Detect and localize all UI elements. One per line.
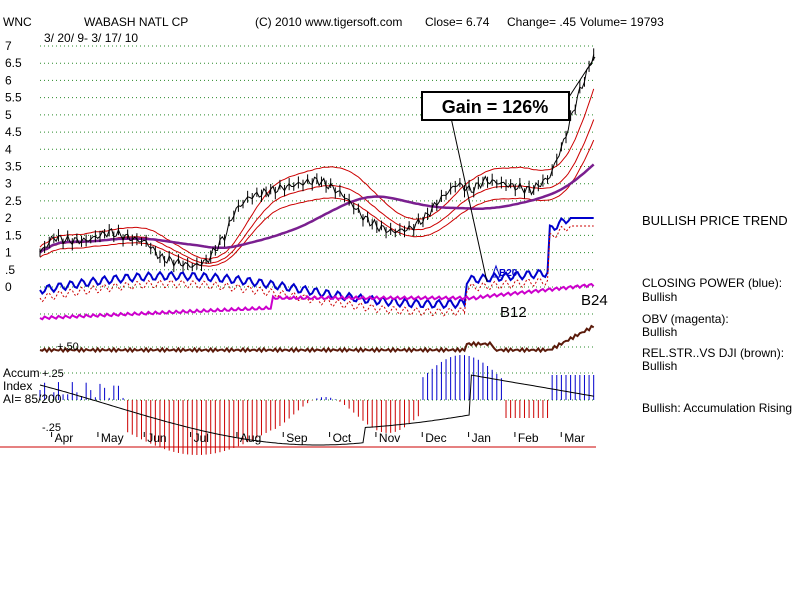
y-tick-label: .5: [5, 263, 15, 277]
y-tick-label: 1: [5, 246, 12, 260]
relative-strength-line: [39, 324, 595, 354]
accum-minus25-label: -.25: [42, 422, 61, 434]
gain-connector-right: [568, 56, 596, 98]
change-value: Change= .45: [507, 15, 577, 29]
month-label: Nov: [379, 431, 400, 445]
copyright-text: (C) 2010 www.tigersoft.com: [255, 15, 403, 29]
accum-title: Accum: [3, 366, 40, 380]
relstr-title: REL.STR..VS DJI (brown):: [642, 346, 785, 360]
volume-value: Volume= 19793: [580, 15, 664, 29]
ticker-symbol: WNC: [3, 15, 32, 29]
y-tick-label: 5.5: [5, 91, 22, 105]
y-tick-label: 1.5: [5, 228, 22, 242]
month-label: May: [101, 431, 124, 445]
y-tick-label: 2: [5, 211, 12, 225]
accum-ai-label: AI= 85/200: [3, 392, 62, 406]
month-label: Jan: [472, 431, 491, 445]
relstr-plus50-label: +.50: [57, 341, 79, 353]
y-tick-label: 7: [5, 39, 12, 53]
signal-arrow-icon: [491, 264, 501, 278]
accumulation-average-line: [39, 374, 594, 446]
month-label: Feb: [518, 431, 539, 445]
month-label: Sep: [286, 431, 308, 445]
month-label: Mar: [564, 431, 585, 445]
closing-power-ma-line: [39, 225, 594, 317]
date-range: 3/ 20/ 9- 3/ 17/ 10: [44, 31, 139, 45]
signal-b20-label: B20: [499, 268, 518, 279]
y-tick-label: 2.5: [5, 194, 22, 208]
month-label: Aug: [240, 431, 261, 445]
y-tick-label: 6: [5, 73, 12, 87]
accum-index-label: Index: [3, 379, 32, 393]
upper-band-line: [39, 88, 595, 260]
y-tick-label: 5: [5, 108, 12, 122]
closing-power-title: CLOSING POWER (blue):: [642, 276, 783, 290]
y-tick-label: 0: [5, 280, 12, 294]
lower-band-line: [39, 139, 595, 267]
accum-plus25-label: +.25: [42, 368, 64, 380]
closing-power-line: [39, 216, 594, 310]
accumulation-status: Bullish: Accumulation Rising: [642, 401, 793, 415]
month-label: Jun: [147, 431, 166, 445]
signal-b12-label: B12: [500, 304, 527, 321]
signal-b24-label: B24: [581, 292, 608, 309]
y-tick-label: 4: [5, 142, 12, 156]
price-close-line: [39, 54, 595, 268]
month-label: Dec: [425, 431, 446, 445]
y-tick-label: 4.5: [5, 125, 22, 139]
gain-connector-left: [449, 112, 488, 283]
close-value: Close= 6.74: [425, 15, 490, 29]
month-label: Oct: [333, 431, 352, 445]
gain-label: Gain = 126%: [442, 97, 549, 117]
gain-box: [421, 91, 570, 121]
y-tick-label: 3.5: [5, 160, 22, 174]
y-tick-label: 6.5: [5, 56, 22, 70]
month-label: Jul: [194, 431, 209, 445]
company-name: WABASH NATL CP: [84, 15, 189, 29]
obv-line: [39, 282, 595, 321]
obv-title: OBV (magenta):: [642, 312, 729, 326]
obv-value: Bullish: [642, 325, 678, 339]
month-label: Apr: [55, 431, 74, 445]
y-tick-label: 3: [5, 177, 12, 191]
closing-power-value: Bullish: [642, 290, 678, 304]
price-trend-label: BULLISH PRICE TREND: [642, 213, 788, 228]
relstr-value: Bullish: [642, 359, 678, 373]
